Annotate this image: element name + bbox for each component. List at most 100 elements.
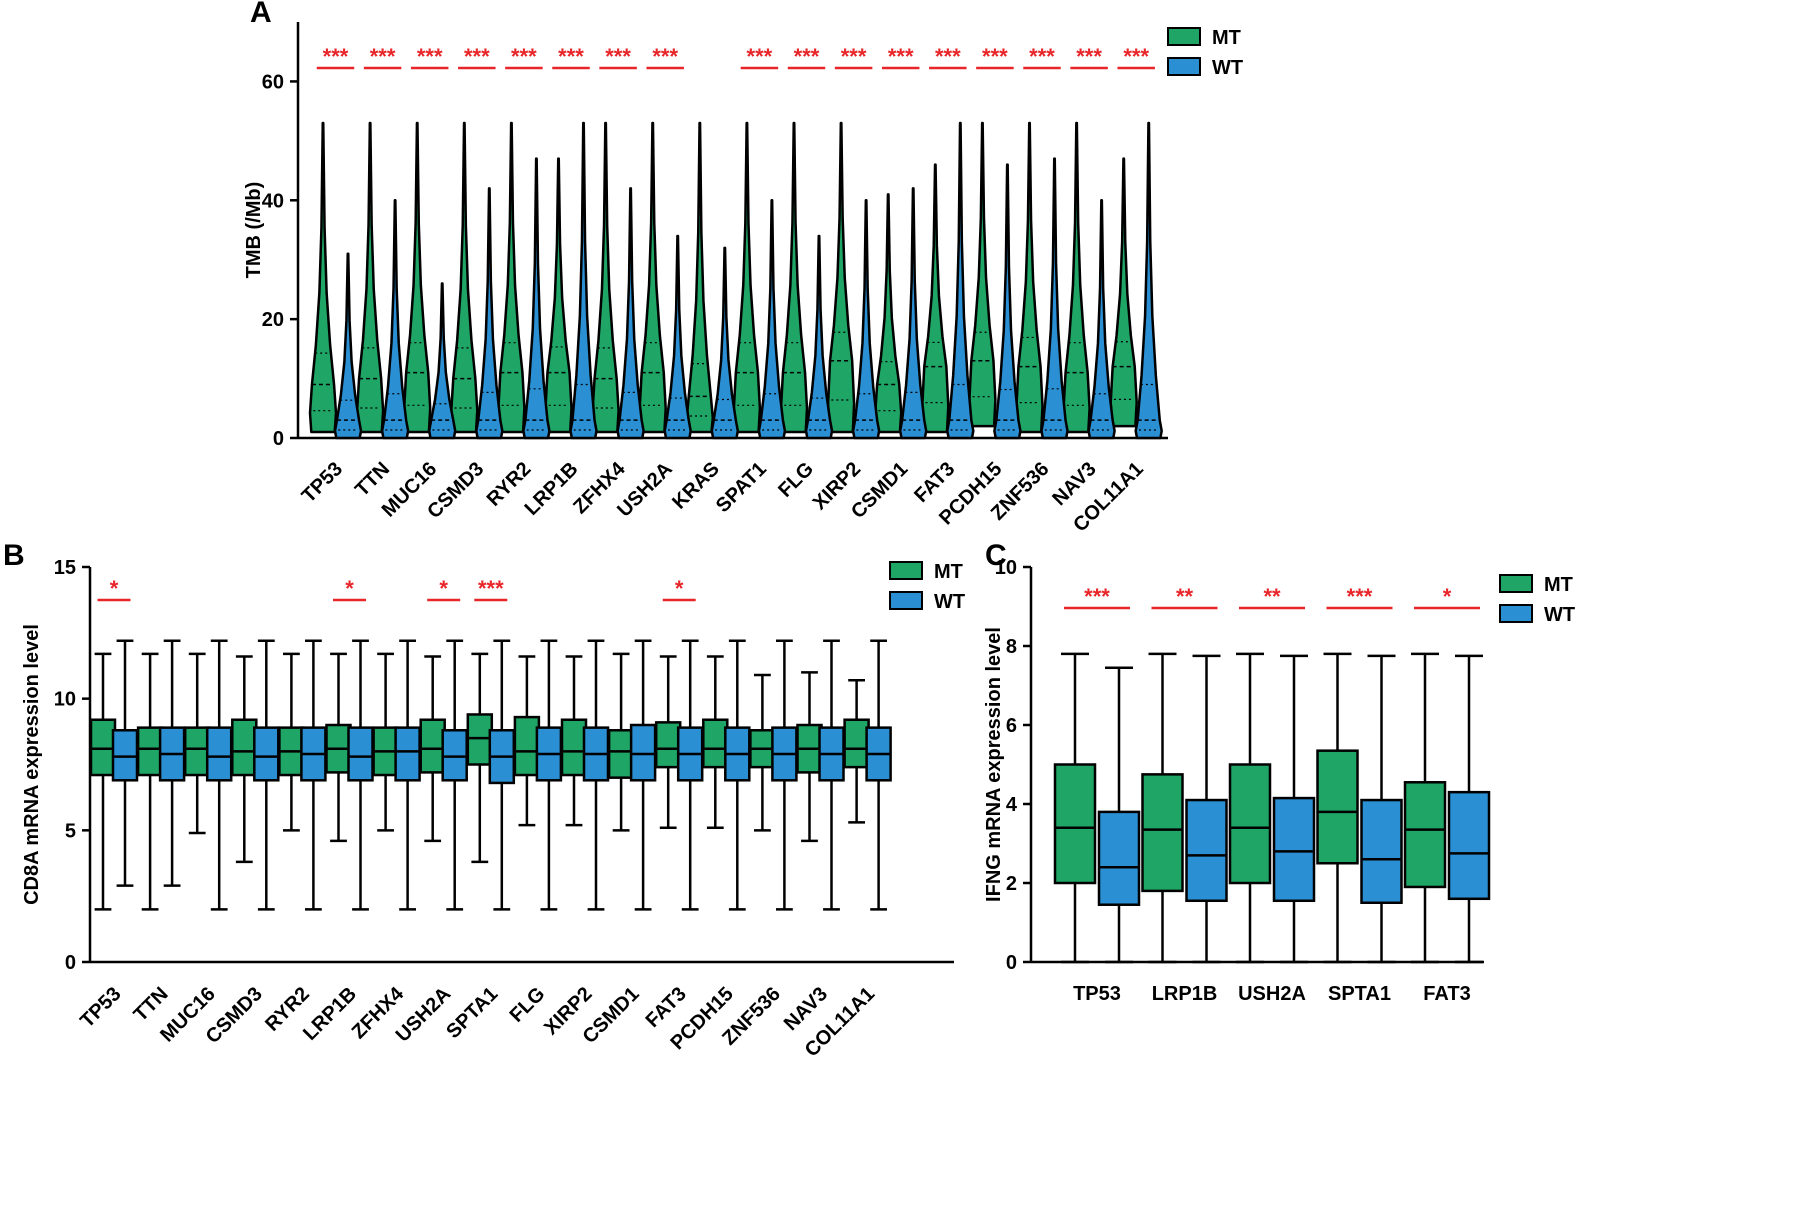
panel-a-violin-wt: [946, 121, 975, 440]
panel-a-violin-body: [591, 121, 620, 434]
panel-b-box-mt: [89, 652, 117, 911]
panel-a-violin-mt: [497, 121, 526, 434]
panel-a-violin-mt: [732, 121, 762, 434]
panel-b-box-body: [607, 729, 635, 779]
panel-c-y-tick-label: 8: [1006, 636, 1017, 658]
panel-c-box-mt: [1403, 652, 1447, 964]
panel-a-violin-mt: [402, 121, 432, 434]
panel-c-box-body: [1053, 763, 1097, 885]
panel-a-violin-body: [1087, 199, 1116, 440]
panel-c-box-body: [1097, 810, 1141, 906]
panel-b-box-wt: [724, 639, 751, 911]
panel-a-violin-body: [898, 187, 928, 440]
panel-a-violin-wt: [1134, 121, 1163, 440]
panel-a-violin-body: [544, 157, 573, 434]
legend-swatch-wt: [1167, 57, 1201, 76]
panel-b-box-body: [136, 726, 164, 777]
panel-a-violin-body: [946, 121, 975, 440]
panel-c-significance-label: *: [1443, 584, 1452, 609]
panel-c-box-body: [1403, 781, 1447, 889]
panel-c-box-body: [1360, 798, 1403, 904]
panel-b-box-wt: [394, 639, 421, 911]
panel-a-violin-mt: [1062, 121, 1091, 434]
panel-a-y-axis-label: TMB (/Mb): [243, 182, 265, 279]
panel-a-violin-body: [757, 199, 787, 440]
panel-a-violin-body: [569, 121, 598, 440]
panel-a-violin-mt: [779, 121, 809, 434]
panel-b-box-wt: [158, 639, 186, 887]
panel-c-box-mt: [1228, 652, 1272, 964]
panel-a-violin-body: [851, 199, 881, 440]
panel-b-box-body: [654, 721, 682, 769]
panel-a-y-tick-label: 0: [273, 428, 284, 450]
panel-a-significance-label: ***: [935, 44, 961, 69]
panel-a-category-label: LRP1B: [521, 458, 583, 520]
panel-c-category-label: TP53: [1073, 983, 1121, 1005]
panel-b-box-wt: [441, 639, 468, 911]
panel-b-box-wt: [818, 639, 845, 911]
panel-b-box-mt: [419, 655, 446, 843]
panel-a-violin-wt: [1087, 199, 1116, 440]
panel-b-box-mt: [843, 678, 870, 824]
panel-b-panel-label: B: [3, 539, 25, 572]
panel-b-box-wt: [676, 639, 704, 911]
panel-c-box-mt: [1053, 652, 1097, 964]
panel-a-violin-wt: [333, 252, 363, 440]
panel-b-box-wt: [629, 639, 657, 911]
panel-a-significance-label: ***: [747, 44, 773, 69]
panel-a-violin-body: [475, 187, 504, 440]
panel-a-violin-body: [873, 193, 903, 434]
legend-label-wt: WT: [934, 591, 965, 613]
panel-c-y-axis-label: IFNG mRNA expression level: [983, 627, 1005, 902]
panel-a-violin-mt: [873, 193, 903, 434]
panel-a-category-label: TP53: [298, 458, 347, 507]
panel-a-violin-mt: [968, 121, 997, 428]
panel-b-box-chart: 0 5 10 15 CD8A mRNA expression level B MT WT TP5…: [3, 539, 965, 1061]
panel-b-box-mt: [372, 652, 399, 832]
panel-a-violin-mt: [826, 121, 856, 434]
panel-a-significance-label: ***: [888, 44, 914, 69]
panel-a-violin-body: [921, 163, 950, 434]
panel-c-significance-label: ***: [1084, 584, 1110, 609]
panel-b-significance-label: ***: [478, 576, 504, 601]
panel-b-box-body: [419, 718, 446, 774]
panel-b-box-mt: [466, 652, 494, 864]
panel-c-box-body: [1316, 749, 1359, 865]
panel-b-box-body: [843, 718, 870, 769]
panel-a-violin-mt: [1015, 121, 1044, 434]
panel-a-violin-body: [522, 157, 551, 440]
panel-b-box-mt: [607, 652, 635, 832]
panel-a-violin-body: [663, 234, 692, 440]
panel-a-violin-wt: [804, 234, 834, 440]
panel-b-box-body: [347, 726, 374, 782]
panel-c-box-body: [1185, 798, 1228, 903]
panel-a-violin-mt: [1109, 157, 1138, 428]
panel-a-significance-label: ***: [370, 44, 396, 69]
panel-a-panel-label: A: [250, 0, 272, 29]
panel-b-box-body: [513, 715, 541, 777]
panel-b-box-mt: [183, 652, 211, 835]
panel-b-box-body: [231, 718, 258, 777]
panel-c-significance-label: **: [1176, 584, 1194, 609]
panel-b-box-body: [560, 718, 588, 777]
panel-a-violin-wt: [380, 199, 410, 440]
legend-swatch-wt: [889, 591, 923, 610]
panel-a-violin-body: [497, 121, 526, 434]
panel-b-y-tick-label: 0: [65, 952, 76, 974]
panel-b-box-wt: [300, 639, 327, 911]
panel-b-box-wt: [582, 639, 610, 911]
panel-a-violin-body: [616, 187, 645, 440]
panel-b-box-mt: [278, 652, 305, 832]
panel-a-violin-mt: [355, 121, 385, 434]
panel-a-violin-body: [1062, 121, 1091, 434]
legend-swatch-mt: [889, 561, 923, 580]
panel-a-significance-label: ***: [652, 44, 678, 69]
panel-b-significance-label: *: [345, 576, 354, 601]
panel-c-panel-label: C: [985, 539, 1007, 572]
panel-a-violin-body: [355, 121, 385, 434]
panel-c-significance-label: **: [1263, 584, 1281, 609]
panel-b-box-mt: [513, 655, 541, 827]
panel-b-box-wt: [347, 639, 374, 911]
panel-c-category-label: LRP1B: [1152, 983, 1218, 1005]
